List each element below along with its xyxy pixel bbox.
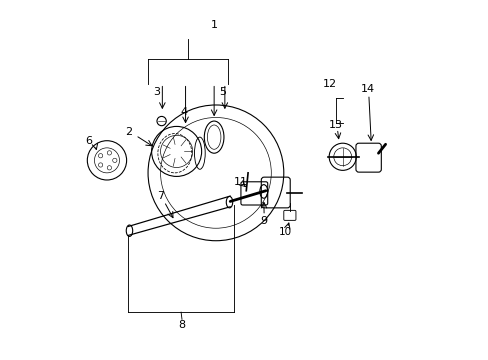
Text: 8: 8 <box>178 320 185 330</box>
Text: 1: 1 <box>210 19 217 30</box>
Text: 14: 14 <box>360 84 374 94</box>
Text: 7: 7 <box>157 191 164 201</box>
Text: 5: 5 <box>219 87 226 98</box>
Text: 12: 12 <box>323 78 337 89</box>
Text: 2: 2 <box>124 127 132 137</box>
Text: 13: 13 <box>328 120 342 130</box>
Text: 6: 6 <box>85 136 92 146</box>
Text: 3: 3 <box>153 87 160 98</box>
Text: 4: 4 <box>180 107 187 117</box>
Text: 11: 11 <box>233 177 247 187</box>
Text: 9: 9 <box>260 216 267 226</box>
Text: 10: 10 <box>279 227 291 237</box>
